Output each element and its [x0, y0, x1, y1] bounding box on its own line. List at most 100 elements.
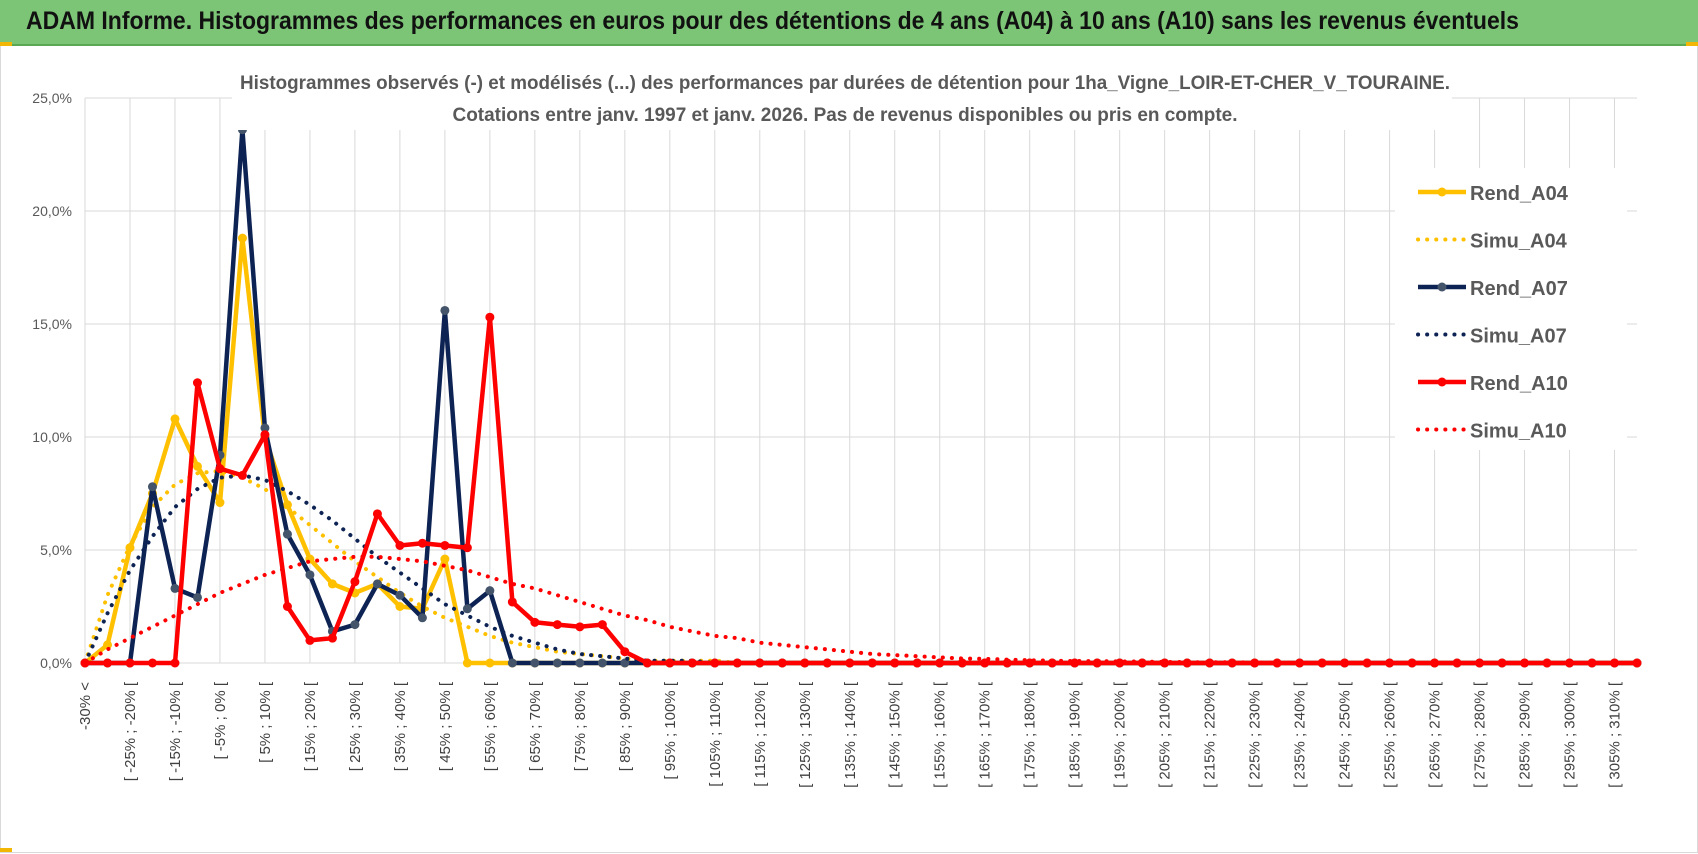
- data-point: [1070, 658, 1080, 668]
- data-point: [597, 620, 607, 630]
- y-axis-ticks: 0,0% 5,0% 10,0% 15,0% 20,0% 25,0%: [32, 90, 72, 671]
- legend-item: Rend_A10: [1418, 373, 1568, 395]
- legend-item: Rend_A07: [1418, 278, 1568, 300]
- data-point: [170, 658, 180, 668]
- y-tick-label: 20,0%: [32, 203, 72, 219]
- x-tick-label: [ 245% ; 250% [: [1337, 681, 1354, 788]
- x-tick-label: [ -15% ; -10% [: [167, 681, 184, 781]
- data-point: [890, 658, 900, 668]
- x-tick-label: [ 285% ; 290% [: [1517, 681, 1534, 788]
- data-point: [530, 658, 540, 668]
- legend-item: Rend_A04: [1418, 183, 1569, 205]
- data-point: [485, 658, 495, 668]
- y-tick-label: 10,0%: [32, 429, 72, 445]
- x-tick-label: [ 175% ; 180% [: [1022, 681, 1039, 788]
- x-tick-label: [ 265% ; 270% [: [1427, 681, 1444, 788]
- data-point: [192, 592, 202, 602]
- data-point: [395, 540, 405, 550]
- x-tick-label: [ 275% ; 280% [: [1472, 681, 1489, 788]
- y-tick-label: 5,0%: [40, 542, 72, 558]
- x-tick-label: [ 145% ; 150% [: [887, 681, 904, 788]
- x-tick-label: [ 135% ; 140% [: [842, 681, 859, 788]
- data-point: [1587, 658, 1597, 668]
- data-point: [462, 658, 472, 668]
- legend-marker: [1437, 187, 1447, 197]
- data-point: [170, 414, 180, 424]
- legend: Rend_A04 Simu_A04 Rend_A07 Simu_A07 Rend_A10…: [1395, 168, 1627, 450]
- data-point: [282, 602, 292, 611]
- data-point: [327, 633, 337, 643]
- data-point: [372, 579, 382, 589]
- data-point: [147, 482, 157, 492]
- x-tick-label: [ 115% ; 120% [: [752, 681, 769, 787]
- data-point: [867, 658, 877, 668]
- header-banner: ADAM Informe. Histogrammes des performan…: [0, 0, 1698, 46]
- data-point: [822, 658, 832, 668]
- legend-item: Simu_A10: [1416, 421, 1567, 443]
- data-point: [305, 570, 315, 580]
- data-point: [260, 423, 270, 433]
- data-point: [102, 640, 112, 650]
- data-point: [440, 554, 450, 564]
- data-point: [957, 658, 967, 668]
- data-point: [1452, 658, 1462, 668]
- data-point: [1317, 658, 1327, 668]
- data-point: [192, 461, 202, 471]
- data-point: [395, 590, 405, 600]
- chart-title-line2: Cotations entre janv. 1997 et janv. 2026…: [453, 105, 1238, 126]
- data-point: [282, 500, 292, 510]
- data-point: [125, 658, 135, 668]
- data-point: [417, 613, 427, 623]
- series-line: [83, 554, 1639, 665]
- data-point: [620, 647, 630, 657]
- corner-mark: [0, 848, 12, 852]
- x-tick-label: [ -25% ; -20% [: [122, 681, 139, 781]
- legend-background: [1395, 168, 1627, 450]
- chart-title-line1: Histogrammes observés (-) et modélisés (…: [240, 73, 1450, 94]
- data-point: [710, 658, 720, 668]
- x-tick-label: [ 5% ; 10% [: [257, 681, 274, 763]
- data-point: [1362, 658, 1372, 668]
- data-point: [777, 658, 787, 668]
- data-point: [597, 658, 607, 668]
- data-point: [147, 658, 157, 668]
- legend-label: Rend_A10: [1470, 373, 1568, 395]
- series-Simu_A04: [83, 468, 1639, 665]
- x-tick-label: [ 305% ; 310% [: [1607, 681, 1624, 788]
- series-layer: [80, 125, 1642, 668]
- chart-title-block: Histogrammes observés (-) et modélisés (…: [232, 64, 1452, 130]
- series-line: [83, 473, 1639, 665]
- data-point: [372, 509, 382, 519]
- data-point: [260, 430, 270, 440]
- legend-label: Rend_A07: [1470, 278, 1568, 300]
- series-line: [83, 468, 1639, 665]
- data-point: [102, 658, 112, 668]
- data-point: [912, 658, 922, 668]
- x-tick-label: [ 215% ; 220% [: [1202, 681, 1219, 788]
- series-Simu_A10: [83, 554, 1639, 665]
- data-point: [282, 529, 292, 539]
- data-point: [575, 658, 585, 668]
- data-point: [192, 378, 202, 388]
- x-tick-label: [ 255% ; 260% [: [1382, 681, 1399, 788]
- corner-mark: [0, 42, 12, 46]
- data-point: [440, 540, 450, 550]
- x-tick-label: [ 65% ; 70% [: [527, 681, 544, 771]
- data-point: [530, 617, 540, 627]
- data-point: [215, 498, 225, 508]
- legend-label: Simu_A04: [1470, 231, 1568, 253]
- x-tick-label: [ 105% ; 110% [: [707, 681, 724, 787]
- x-tick-label: [ 235% ; 240% [: [1292, 681, 1309, 788]
- x-tick-label: [ 205% ; 210% [: [1157, 681, 1174, 788]
- data-point: [237, 233, 247, 243]
- data-point: [575, 622, 585, 632]
- data-point: [1497, 658, 1507, 668]
- data-point: [485, 312, 495, 322]
- x-tick-label: [ 35% ; 40% [: [392, 681, 409, 771]
- data-point: [935, 658, 945, 668]
- data-point: [552, 620, 562, 630]
- data-point: [1407, 658, 1417, 668]
- x-tick-label: [ 15% ; 20% [: [302, 681, 319, 771]
- x-tick-label: [ 85% ; 90% [: [617, 681, 634, 771]
